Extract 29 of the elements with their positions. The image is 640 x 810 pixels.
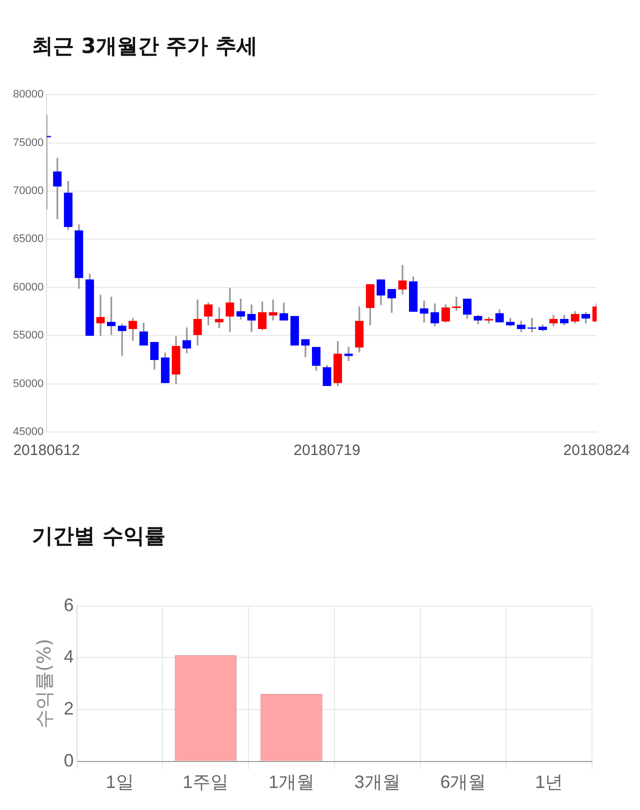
x-tick-label: 3개월	[354, 772, 400, 792]
y-axis-title: 수익률(%)	[33, 638, 56, 729]
y-tick-label: 60000	[12, 281, 44, 294]
y-tick-label: 45000	[12, 426, 44, 438]
y-tick-label: 4	[64, 646, 74, 667]
chart-title: 기간별 수익률	[32, 523, 166, 550]
x-tick-label: 20180612	[13, 442, 80, 460]
candlestick	[268, 300, 278, 321]
y-tick-label: 50000	[12, 378, 44, 390]
y-tick-label: 6	[64, 594, 74, 615]
x-tick-label: 1일	[106, 772, 134, 792]
candlestick	[247, 304, 256, 332]
x-tick-label: 1주일	[182, 772, 229, 792]
candlestick	[420, 300, 428, 322]
y-tick-label: 55000	[12, 330, 44, 342]
y-tick-label: 75000	[12, 136, 44, 149]
y-tick-label: 70000	[12, 185, 44, 198]
candlestick	[96, 294, 105, 336]
x-tick-label: 20180719	[294, 442, 360, 460]
y-tick-label: 80000	[12, 88, 44, 101]
x-tick-label: 20180824	[563, 442, 630, 460]
x-tick-label: 1년	[535, 772, 564, 792]
y-tick-label: 65000	[12, 233, 44, 246]
y-tick-label: 2	[64, 698, 74, 718]
candlestick	[290, 316, 299, 346]
chart-title: 최근 3개월간 주가 추세	[32, 33, 258, 60]
y-tick-label: 0	[64, 750, 74, 770]
x-tick-label: 1개월	[268, 772, 314, 792]
x-tick-label: 6개월	[440, 772, 486, 792]
